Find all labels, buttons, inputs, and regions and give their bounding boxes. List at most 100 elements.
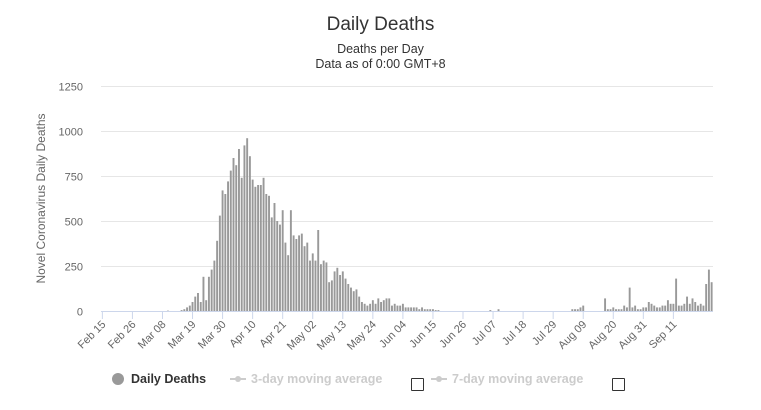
bar-chart: 0 250 500 750 1000 1250 Novel Coronavirus Dail… xyxy=(34,82,713,353)
bar xyxy=(254,186,257,311)
bar xyxy=(571,309,574,311)
x-tick-label: Jun 04 xyxy=(377,319,409,351)
legend-item-daily-deaths[interactable]: Daily Deaths xyxy=(112,372,206,386)
bar xyxy=(688,303,691,311)
bar xyxy=(238,149,240,311)
bar xyxy=(664,305,667,311)
bar xyxy=(699,303,702,311)
bar xyxy=(292,235,295,311)
bar xyxy=(194,296,197,311)
bar xyxy=(350,287,352,311)
bar xyxy=(669,303,672,311)
bar xyxy=(268,195,270,311)
bar xyxy=(710,282,713,311)
bar xyxy=(647,302,650,311)
bar xyxy=(309,260,311,311)
bar xyxy=(582,305,585,311)
bar xyxy=(306,242,309,311)
legend-label-daily-deaths: Daily Deaths xyxy=(131,372,207,386)
bar xyxy=(240,177,243,311)
bar xyxy=(251,179,254,311)
bar xyxy=(612,307,615,311)
x-tick-label: Jul 18 xyxy=(500,319,529,348)
bar xyxy=(257,185,260,311)
bar xyxy=(634,305,637,311)
bar xyxy=(604,298,607,311)
x-tick-label: Jul 07 xyxy=(470,319,499,348)
x-tick-label: Aug 09 xyxy=(556,319,589,352)
x-tick-label: Jul 29 xyxy=(530,319,559,348)
bar xyxy=(434,310,437,311)
bar xyxy=(207,276,210,311)
bar xyxy=(437,310,440,311)
bar xyxy=(246,138,249,311)
bar xyxy=(576,309,579,311)
bar xyxy=(197,293,199,311)
bar xyxy=(653,305,656,311)
bar xyxy=(347,284,350,311)
bar xyxy=(628,287,631,311)
bar xyxy=(202,276,205,311)
bar xyxy=(188,305,191,311)
bar xyxy=(363,303,366,311)
bar xyxy=(227,181,229,311)
bar xyxy=(216,240,219,311)
x-tick-label: Feb 15 xyxy=(76,319,109,352)
bar xyxy=(287,255,290,311)
bar xyxy=(423,309,426,311)
bar xyxy=(421,307,423,311)
bar xyxy=(385,298,388,311)
bar xyxy=(360,302,363,311)
legend-line-icon xyxy=(431,373,447,385)
chart-subtitle: Deaths per Day xyxy=(337,42,424,56)
bar xyxy=(620,309,623,311)
bar xyxy=(199,302,202,311)
bar xyxy=(609,309,612,311)
bar xyxy=(336,267,339,311)
x-tick-label: Jun 15 xyxy=(407,319,439,351)
bar xyxy=(279,224,281,311)
checkbox-3day-average[interactable] xyxy=(411,378,424,391)
x-tick-label: May 02 xyxy=(285,319,319,353)
bar xyxy=(333,271,336,311)
bar xyxy=(432,309,434,311)
bar xyxy=(702,305,705,311)
x-tick-label: May 24 xyxy=(345,319,379,353)
y-tick-label: 250 xyxy=(65,262,83,274)
bar xyxy=(705,284,708,311)
bar xyxy=(683,303,686,311)
legend-item-3day-average[interactable]: 3-day moving average xyxy=(230,372,382,386)
bar xyxy=(388,298,391,311)
y-axis-title: Novel Coronavirus Daily Deaths xyxy=(34,113,48,283)
bar xyxy=(574,309,576,311)
x-tick-label: Jun 26 xyxy=(437,319,469,351)
bar xyxy=(642,307,645,311)
bar xyxy=(265,194,268,311)
bar xyxy=(675,278,678,311)
bar xyxy=(410,307,413,311)
bar xyxy=(694,302,697,311)
bar xyxy=(183,309,186,311)
x-tick-label: May 13 xyxy=(315,319,349,353)
y-tick-label: 750 xyxy=(65,172,83,184)
bar xyxy=(205,300,208,311)
bar xyxy=(645,307,648,311)
bar xyxy=(686,296,688,311)
checkbox-7day-average[interactable] xyxy=(612,378,625,391)
bar xyxy=(636,309,639,311)
bar xyxy=(281,210,284,311)
bar xyxy=(328,282,331,311)
bar xyxy=(311,253,314,311)
bar xyxy=(415,307,418,311)
x-tick-label: Feb 26 xyxy=(106,319,139,352)
bar xyxy=(579,307,582,311)
legend-item-7day-average[interactable]: 7-day moving average xyxy=(431,372,583,386)
bar xyxy=(330,280,333,311)
bar xyxy=(180,310,183,311)
bar xyxy=(707,269,710,311)
y-tick-label: 1250 xyxy=(59,82,83,94)
bar xyxy=(317,230,320,311)
y-tick-label: 1000 xyxy=(59,127,83,139)
bar xyxy=(497,309,500,311)
chart-data-date: Data as of 0:00 GMT+8 xyxy=(315,57,446,71)
